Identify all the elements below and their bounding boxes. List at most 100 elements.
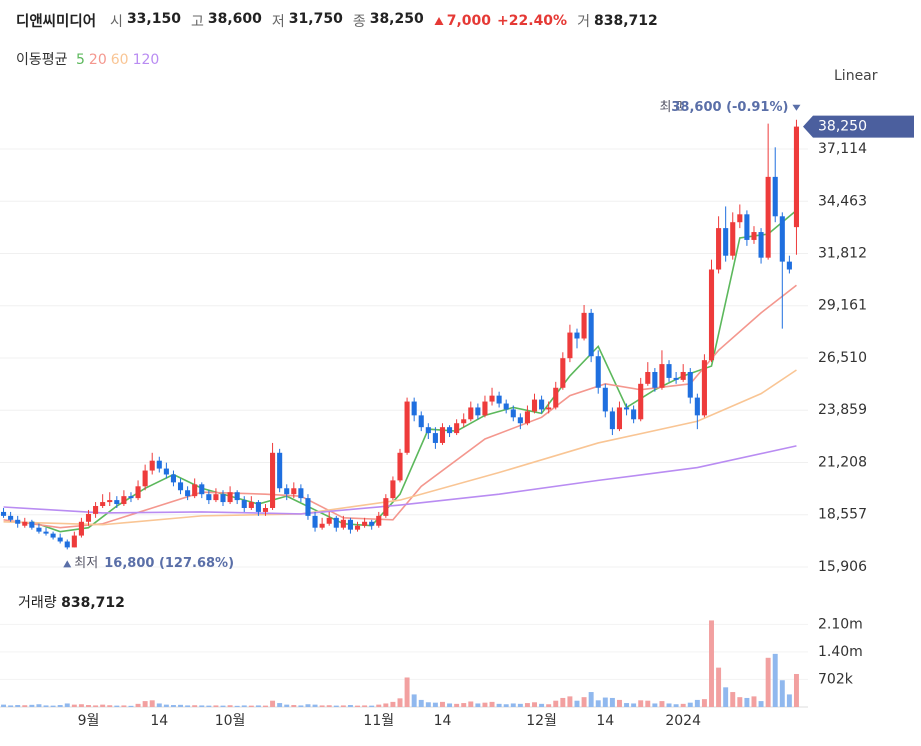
candle-body — [362, 521, 368, 526]
candle-body — [390, 480, 396, 499]
stock-name: 디앤씨미디어 — [16, 14, 97, 30]
volume-bar — [319, 705, 325, 707]
volume-bar — [43, 705, 49, 707]
volume-bar — [432, 702, 438, 707]
volume-bar — [15, 705, 21, 707]
candle-body — [135, 486, 141, 499]
volume-bar — [581, 697, 587, 707]
candle-body — [85, 513, 92, 522]
candle-body — [156, 460, 162, 469]
candle-body — [326, 517, 332, 524]
candle-body — [716, 228, 722, 270]
volume-bar — [291, 705, 297, 707]
candle-body — [319, 523, 325, 528]
candle-body — [142, 470, 148, 487]
candle-body — [524, 411, 530, 424]
up-arrow — [434, 16, 444, 25]
candle-body — [369, 521, 375, 526]
volume-bar — [227, 705, 233, 707]
y-tick-label: 34,463 — [818, 193, 867, 209]
y-tick-label: 15,906 — [818, 559, 867, 575]
legend-entry: 20 — [88, 52, 107, 68]
candle-body — [376, 515, 382, 526]
candle-body — [553, 387, 559, 408]
volume-bar — [687, 702, 693, 707]
candle-body — [744, 214, 750, 240]
candle-body — [737, 214, 743, 223]
candle-body — [305, 498, 311, 516]
candle-body — [475, 407, 481, 416]
volume-bar — [517, 703, 523, 707]
candle-body — [638, 383, 644, 420]
volume-bar — [121, 705, 127, 707]
volume-bar — [737, 697, 743, 707]
volume-bar — [532, 702, 537, 707]
change-pct: +22.40% — [497, 12, 568, 29]
candle-body — [354, 525, 361, 530]
candle-body — [312, 515, 318, 528]
volume-bar — [383, 703, 389, 707]
volume-bar — [298, 705, 304, 707]
volume-bar — [107, 705, 113, 707]
ma-line — [31, 209, 797, 533]
volume-bar — [362, 705, 368, 707]
volume-bar — [638, 700, 644, 707]
change: 7,000 — [446, 12, 492, 29]
volume-bar — [404, 677, 410, 707]
candle-body — [277, 452, 283, 489]
candle-body — [694, 397, 700, 416]
volume-bar — [609, 697, 615, 707]
candle-body — [107, 500, 113, 503]
volume-bar — [631, 703, 637, 707]
volume-bar — [652, 703, 658, 707]
candle-body — [170, 474, 176, 483]
candle-body — [595, 356, 601, 388]
candle-body — [43, 531, 49, 534]
high-text: 38,600 (-0.91%) — [671, 100, 788, 115]
volume-bar — [694, 699, 700, 707]
volume-bar — [440, 701, 445, 707]
candle-body — [581, 312, 587, 339]
volume-bar — [461, 703, 467, 707]
y-tick-label: 37,114 — [818, 141, 867, 157]
volume-bar — [170, 705, 176, 707]
candle-body — [432, 433, 438, 443]
volume-bar — [213, 705, 219, 707]
volume-bar — [163, 704, 169, 707]
volume-bar — [86, 705, 91, 707]
x-tick-label: 11월 — [363, 713, 394, 729]
high-label: 최고 — [659, 100, 683, 115]
volume-title-text: 거래량 — [18, 595, 57, 611]
volume-bar — [347, 705, 353, 707]
candle-body — [659, 364, 665, 388]
low-text: 16,800 (127.68%) — [104, 556, 234, 571]
volume-bar — [369, 705, 375, 707]
field-value: 38,250 — [369, 10, 424, 27]
volume-bar — [503, 704, 509, 707]
candle-body — [496, 395, 502, 404]
candle-body — [397, 452, 403, 481]
candle-body — [645, 371, 651, 384]
candle-body — [383, 498, 389, 516]
volume-bar — [64, 703, 70, 707]
volume-bar — [425, 702, 431, 707]
volume-bar — [454, 703, 460, 707]
volume-bar — [730, 692, 736, 707]
field-label: 저 — [271, 13, 285, 30]
field-value: 38,600 — [207, 10, 262, 27]
volume-bar — [553, 700, 559, 707]
volume-bar — [128, 705, 134, 707]
volume-tick-label: 1.40m — [818, 644, 863, 660]
volume-bar — [772, 653, 778, 707]
volume-bar — [340, 705, 346, 707]
volume-bar — [418, 699, 424, 707]
candle-body — [574, 332, 580, 339]
candle-body — [468, 407, 474, 420]
x-tick-label: 9월 — [78, 713, 100, 729]
candle-body — [546, 407, 552, 410]
volume-bar — [411, 694, 417, 707]
scale-mode[interactable]: Linear — [834, 68, 878, 84]
candle-body — [93, 506, 99, 514]
candle-body — [291, 488, 297, 495]
